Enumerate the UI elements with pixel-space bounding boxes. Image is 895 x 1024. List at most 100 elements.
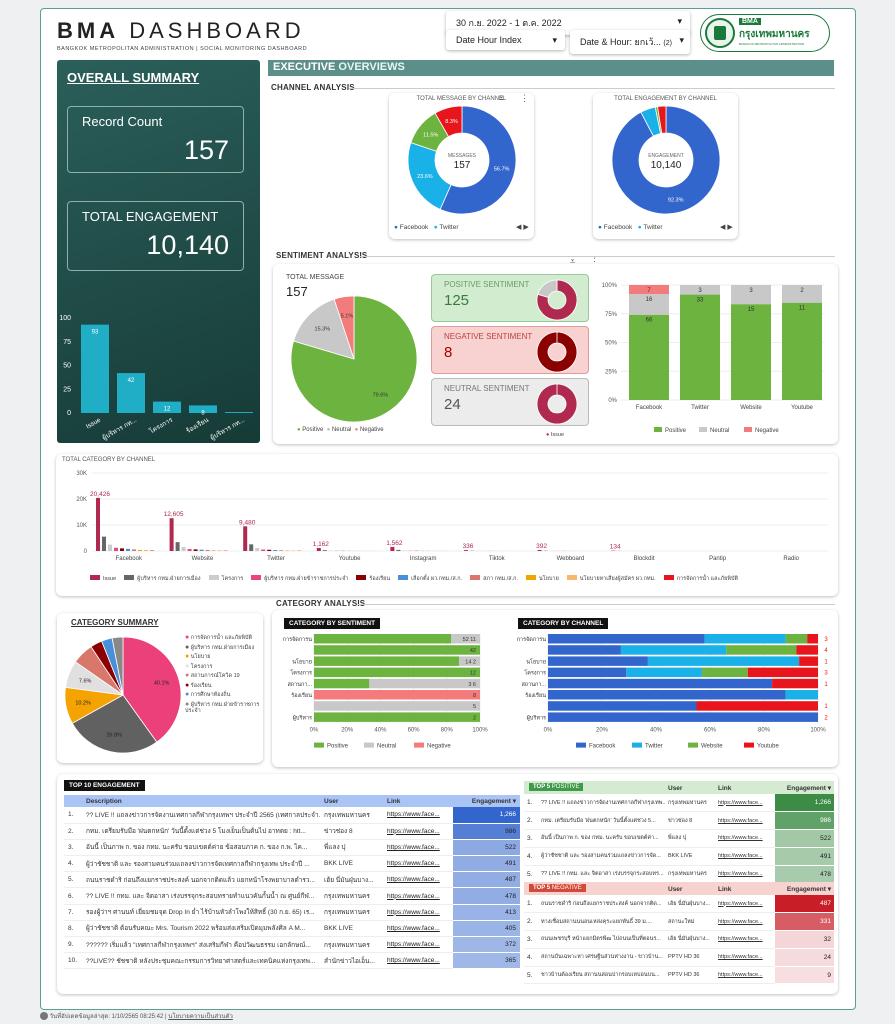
table-row[interactable]: 3. อันนี้ เป็นภาพ ก. ของ กทม. นะครับ ขอบเ… — [64, 839, 520, 857]
table-row[interactable]: 5.?? LIVE !! กทม. และ จิตอาสา เร่งบรรจุก… — [524, 865, 834, 884]
table-row[interactable]: 2. กทม. เตรียมรับมือ 'ฝนตกหนัก' วันนี้ตั้… — [64, 823, 520, 840]
row-link[interactable]: https://www.face... — [715, 912, 775, 932]
date-hour-filter[interactable]: Date & Hour: ยกเว้... (2) ▾ — [570, 30, 690, 54]
segment-label: 2 — [800, 288, 804, 294]
table-row[interactable]: 1. ถนนราชดำริ ก่อนถึงแยกราชประสงค์ นอกจาก… — [524, 895, 834, 914]
center-label: MESSAGES — [448, 153, 477, 159]
engagement-sort-header[interactable]: Engagement ▾ — [786, 886, 831, 893]
row-link[interactable]: https://www.face... — [383, 887, 453, 905]
row-index: 8. — [64, 920, 82, 938]
row-link[interactable]: https://www.face... — [715, 930, 775, 949]
more-options-icon[interactable]: ⋮ — [520, 93, 529, 103]
row-link[interactable]: https://www.face... — [383, 936, 453, 954]
x-tick-label: 80% — [758, 728, 771, 734]
channel-segment — [799, 656, 818, 666]
sentiment-segment — [314, 656, 460, 666]
engagement-sort-header[interactable]: Engagement ▾ — [786, 785, 831, 792]
row-link[interactable]: https://www.face... — [715, 865, 775, 884]
x-tick-label: 0% — [544, 728, 553, 734]
row-link[interactable]: https://www.face... — [383, 839, 453, 857]
channel-slice-label: 23.6% — [417, 174, 433, 180]
total-engagement-card: TOTAL ENGAGEMENT 10,140 — [67, 201, 244, 271]
legend-item: ● การศึกษาท้องถิ่น — [185, 691, 231, 698]
row-link[interactable]: https://www.face... — [715, 948, 775, 967]
category-bar — [187, 549, 192, 551]
table-row[interactable]: 1.?? LIVE !! แถลงข่าวการจัดงานเทศกาลกีฬา… — [524, 794, 834, 813]
row-engagement: 487 — [775, 895, 834, 914]
segment-label: 8 — [473, 693, 476, 699]
summary-bar — [225, 412, 253, 413]
row-description: ถนนราชดำริ ก่อนถึงแยกราชประสงค์ นอกจากติ… — [538, 895, 665, 914]
filter-icon[interactable]: ⩡ — [570, 256, 576, 266]
table-row[interactable]: 1.?? LIVE !! แถลงข่าวการจัดงานเทศกาลกีฬา… — [64, 807, 520, 824]
table-row[interactable]: 4. ผู้ว่าชัชชาติ และ รองสามคนร่วมแถลงข่าว… — [524, 847, 834, 866]
x-tick-label: Twitter — [691, 405, 709, 411]
table-row[interactable]: 4. สถานบันเฉพาะหา เศรษฐีนส่วนห่างงาน - ขา… — [524, 948, 834, 967]
category-channel-bar-chart: 30K 20K 10K 0 Facebook Website Twitter Youtube I… — [76, 471, 828, 562]
filter-icon[interactable]: ⩡ — [499, 93, 505, 103]
table-header: User Link Engagement ▾ — [524, 782, 834, 794]
row-link[interactable]: https://www.face... — [383, 855, 453, 873]
table-row[interactable]: 5. ชาวบ้านต้องเรียน สถานนสอนปากรอบเหบอนบน… — [524, 966, 834, 985]
row-index: 9. — [64, 936, 82, 954]
table-row[interactable]: 8. ผู้ว่าชัชชาติ ต้อนรับคณะ Mrs. Tourism … — [64, 920, 520, 938]
table-row[interactable]: 3. อันนี้ เป็นภาพ ก. ของ กทม. นะครับ ขอบเ… — [524, 829, 834, 848]
sentiment-segment — [314, 701, 480, 711]
top5-negative-title: TOP 5 NEGATIVE — [529, 884, 586, 892]
category-bar — [114, 547, 118, 551]
column-header: User — [668, 885, 683, 893]
neutral-donut — [536, 383, 578, 425]
row-link[interactable]: https://www.face... — [715, 829, 775, 848]
row-link[interactable]: https://www.face... — [383, 952, 453, 970]
engagement-sort-header[interactable]: Engagement ▾ — [453, 795, 520, 807]
column-header — [538, 782, 665, 794]
legend-label: Twitter — [645, 744, 663, 750]
table-row[interactable]: 4. ผู้ว่าชัชชาติ และ รองสามคนร่วมแถลงข่าว… — [64, 855, 520, 873]
table-row[interactable]: 5. ถนนราชดำริ ก่อนถึงแยกราชประสงค์ นอกจาก… — [64, 871, 520, 889]
row-link[interactable]: https://www.face... — [715, 895, 775, 914]
y-tick-label: 0% — [608, 398, 617, 404]
table-row[interactable]: 6.?? LIVE !! กทม. และ จิตอาสา เร่งบรรจุก… — [64, 887, 520, 905]
row-index: 3. — [524, 829, 538, 848]
row-link[interactable]: https://www.face... — [383, 807, 453, 824]
category-legend: Issue ผู้บริหาร กทม.ฝ่ายการเมือง โครงการ ผู… — [90, 575, 830, 583]
summary-bar — [189, 405, 217, 413]
row-link[interactable]: https://www.face... — [715, 811, 775, 831]
category-analysis-title: CATEGORY ANALYSIS — [276, 599, 366, 608]
row-description: ถนนเพชรบุรี หน้าแยกมิตรพีฒ ไปถนนเป็นที่ต… — [538, 930, 665, 949]
stack-segment — [680, 285, 720, 295]
date-hour-index-filter[interactable]: Date Hour Index ▾ — [446, 30, 565, 50]
x-tick-label: Instagram — [410, 556, 437, 562]
category-analysis-card: CATEGORY BY SENTIMENT 0% 20% 40% 60% 80% 100%… — [272, 610, 838, 767]
table-header: Description User Link Engagement ▾ — [64, 795, 520, 807]
bar-value-label: 8 — [201, 410, 205, 416]
row-link[interactable]: https://www.face... — [715, 847, 775, 866]
table-row[interactable]: 2. ทางเชื่อมสถานนนอนเหล่งคุระแยกพันธิ์ 39… — [524, 912, 834, 932]
row-user: กรุงเทพมหานคร — [320, 904, 383, 921]
row-link[interactable]: https://www.face... — [383, 871, 453, 889]
category-bar — [243, 526, 248, 551]
table-row[interactable]: 3. ถนนเพชรบุรี หน้าแยกมิตรพีฒ ไปถนนเป็นที… — [524, 930, 834, 949]
table-row[interactable]: 2. กทม. เตรียมรับมือ 'ฝนตกหนัก' วันนี้ตั้… — [524, 811, 834, 831]
privacy-policy-link[interactable]: นโยบายความเป็นส่วนตัว — [168, 1014, 233, 1020]
table-row[interactable]: 7. รองผู้ว่าฯ ศานนท์ เยี่ยมชมจุด Drop In … — [64, 904, 520, 921]
row-link[interactable]: https://www.face... — [715, 966, 775, 985]
more-options-icon[interactable]: ⋮ — [590, 256, 599, 266]
row-link[interactable]: https://www.face... — [383, 920, 453, 938]
row-user: PPTV HD 36 — [665, 966, 715, 985]
legend-label: Facebook — [589, 744, 616, 750]
bar-value-label: 93 — [92, 330, 99, 336]
legend-pager-icon[interactable]: ◀ ▶ — [720, 224, 733, 231]
table-row[interactable]: 10. ??LIVE?? ชัชชาติ หลังประชุมคณะกรรมการ… — [64, 952, 520, 970]
chevron-down-icon: ▾ — [552, 35, 557, 45]
x-tick-label: 20% — [341, 728, 354, 734]
table-row[interactable]: 9.?????? เริ่มแล้ว "เทศกาลกีฬากรุงเทพฯ" … — [64, 936, 520, 954]
row-link[interactable]: https://www.face... — [383, 904, 453, 921]
x-tick-label: Facebook — [636, 405, 663, 411]
row-link[interactable]: https://www.face... — [715, 794, 775, 813]
row-link[interactable]: https://www.face... — [383, 823, 453, 840]
legend-pager-icon[interactable]: ◀ ▶ — [516, 224, 529, 231]
stack-segment — [782, 302, 822, 400]
legend-item: นโยบาย — [526, 575, 559, 582]
issue-legend: ● Issue — [546, 432, 565, 438]
